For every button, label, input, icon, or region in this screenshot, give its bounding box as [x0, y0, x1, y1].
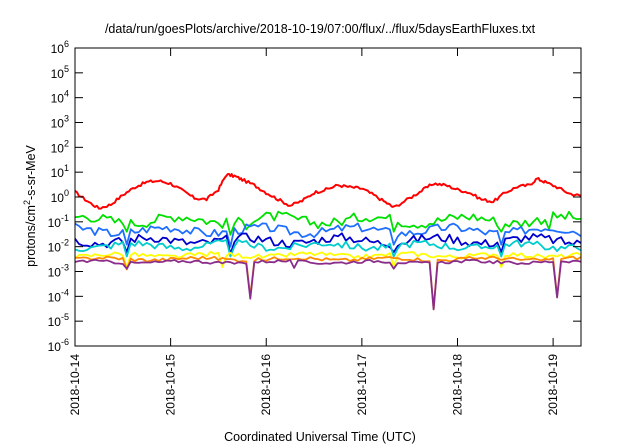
- x-tick-label: 2018-10-18: [450, 354, 464, 416]
- series-line: [74, 173, 582, 210]
- x-tick-label: 2018-10-14: [68, 354, 82, 416]
- x-tick-label: 2018-10-15: [164, 354, 178, 416]
- y-tick: 101: [51, 163, 581, 180]
- y-tick-label: 104: [51, 89, 69, 106]
- y-tick: 10-2: [48, 238, 581, 255]
- series-line: [74, 255, 582, 311]
- series-line: [74, 258, 582, 311]
- series-layer: [74, 173, 582, 311]
- y-tick-label: 103: [51, 114, 69, 131]
- y-tick-label: 10-2: [48, 238, 69, 255]
- y-tick: 10-4: [48, 287, 581, 304]
- y-tick: 103: [51, 114, 581, 131]
- y-tick: 10-1: [48, 213, 581, 230]
- y-tick-label: 10-4: [48, 287, 69, 304]
- y-tick: 10-3: [48, 263, 581, 280]
- x-tick-label: 2018-10-19: [546, 354, 560, 416]
- series-line: [74, 232, 582, 255]
- series-line: [74, 222, 582, 248]
- y-tick-label: 10-3: [48, 263, 69, 280]
- x-axis: 2018-10-14 2018-10-15 2018-10-16 2018-10-17…: [68, 48, 560, 415]
- y-axis: 106 105 104 103 102 101 100 10-1 10-2 10-3 10-4 10-…: [48, 39, 581, 354]
- x-tick: 2018-10-17: [355, 48, 369, 415]
- y-tick: 106: [51, 39, 581, 56]
- y-tick-label: 100: [51, 188, 69, 205]
- x-tick: 2018-10-16: [259, 48, 273, 415]
- series-line: [74, 210, 582, 236]
- y-tick: 10-6: [48, 337, 581, 354]
- y-tick: 102: [51, 138, 581, 155]
- y-tick-label: 102: [51, 138, 69, 155]
- plot-frame: [74, 47, 582, 347]
- y-tick: 105: [51, 64, 581, 81]
- series-line: [74, 239, 582, 258]
- y-tick-label: 106: [51, 39, 69, 56]
- x-tick: 2018-10-18: [450, 48, 464, 415]
- y-tick: 104: [51, 89, 581, 106]
- x-tick: 2018-10-19: [546, 48, 560, 415]
- x-tick: 2018-10-14: [68, 48, 82, 415]
- x-tick-label: 2018-10-16: [259, 354, 273, 416]
- x-tick: 2018-10-15: [164, 48, 178, 415]
- y-axis-label: protons/cm2-s-sr-MeV: [22, 145, 39, 267]
- y-tick-label: 101: [51, 163, 69, 180]
- y-tick-label: 105: [51, 64, 69, 81]
- x-axis-label: Coordinated Universal Time (UTC): [224, 430, 416, 444]
- y-tick-label: 10-6: [48, 337, 69, 354]
- y-tick: 10-5: [48, 312, 581, 329]
- y-tick-label: 10-1: [48, 213, 69, 230]
- series-line: [74, 250, 582, 268]
- x-tick-label: 2018-10-17: [355, 354, 369, 416]
- chart-title: /data/run/goesPlots/archive/2018-10-19/0…: [104, 22, 536, 36]
- y-tick-label: 10-5: [48, 312, 69, 329]
- y-tick: 100: [51, 188, 581, 205]
